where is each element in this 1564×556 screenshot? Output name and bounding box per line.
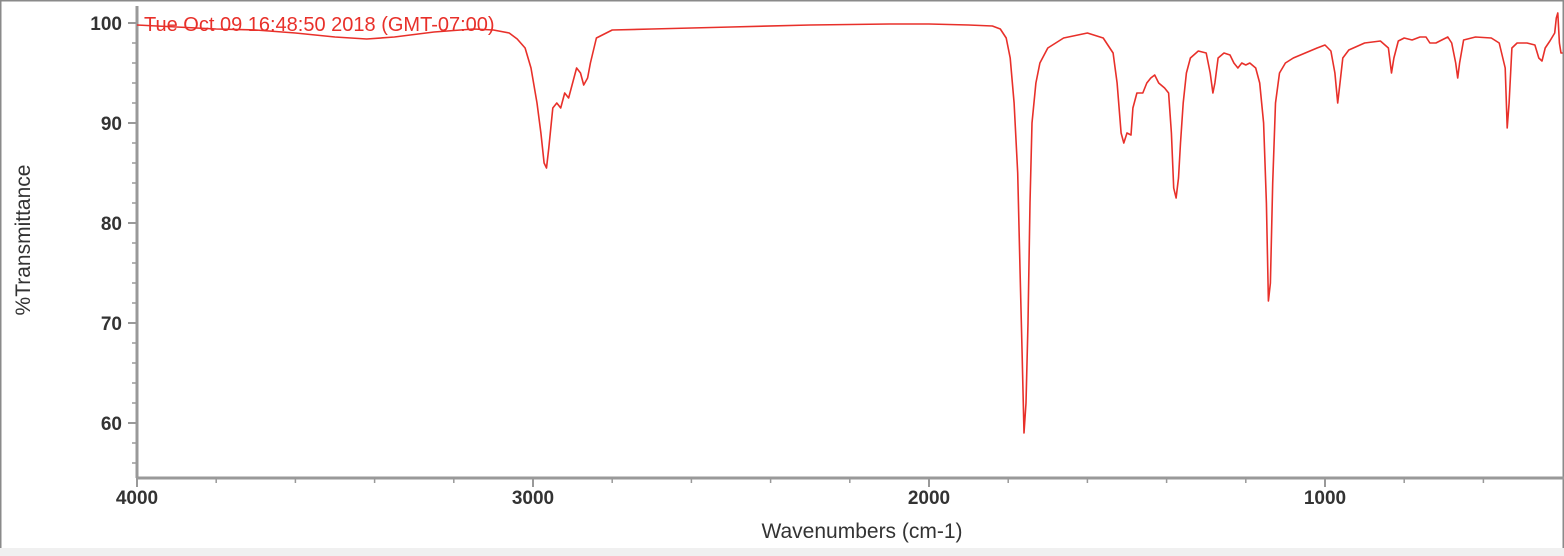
y-ticks: 60 70 80 90 100	[90, 14, 137, 464]
series-line	[137, 12, 1563, 434]
timestamp-label: Tue Oct 09 16:48:50 2018 (GMT-07:00)	[144, 14, 495, 36]
y-tick-label: 60	[101, 414, 122, 435]
x-axis-title: Wavenumbers (cm-1)	[761, 520, 962, 543]
x-tick-label: 3000	[512, 488, 554, 509]
x-tick-label: 1000	[1304, 488, 1346, 509]
x-tick-label: 2000	[908, 488, 950, 509]
window-bottom-strip	[0, 548, 1564, 556]
y-tick-label: 100	[90, 14, 122, 35]
y-tick-label: 90	[101, 114, 122, 135]
axes: 4000 3000 2000 1000 60 70 80 90 100	[90, 6, 1564, 509]
x-ticks: 4000 3000 2000 1000	[116, 478, 1485, 509]
y-tick-label: 70	[101, 314, 122, 335]
y-tick-label: 80	[101, 214, 122, 235]
x-tick-label: 4000	[116, 488, 158, 509]
y-axis-title: %Transmittance	[12, 165, 35, 316]
